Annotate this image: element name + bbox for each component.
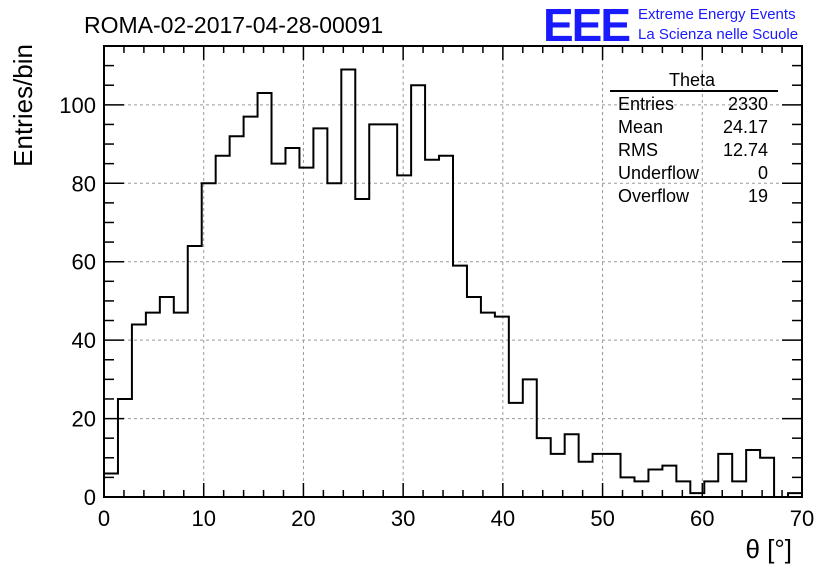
histogram-bin (174, 313, 188, 497)
eee-logo: EEE Extreme Energy Events La Scienza nel… (543, 0, 798, 51)
plot-frame (103, 45, 803, 498)
histogram-bin (118, 399, 132, 497)
histogram-bin (439, 156, 453, 497)
x-axis-title: θ [°] (745, 534, 792, 564)
histogram-bin (132, 324, 146, 497)
histogram-bin (244, 117, 258, 497)
y-axis-title: Entries/bin (8, 44, 38, 167)
stats-rms-value: 12.74 (723, 140, 768, 160)
histogram-bin (579, 462, 593, 497)
eee-logo-line1: Extreme Energy Events (638, 6, 796, 23)
histogram-bin (621, 477, 635, 497)
histogram-bin (202, 183, 216, 497)
y-tick-label: 40 (72, 328, 96, 353)
stats-entries-value: 2330 (728, 94, 768, 114)
histogram-bin (467, 297, 481, 497)
histogram-bin (146, 313, 160, 497)
eee-logo-mark: EEE (543, 0, 629, 51)
stats-overflow-value: 19 (748, 186, 768, 206)
histogram-bin (272, 164, 286, 497)
y-tick-label: 60 (72, 250, 96, 275)
histogram-bin (258, 93, 272, 497)
histogram-bin (551, 454, 565, 497)
histogram-bin (746, 450, 760, 497)
histogram-bin (216, 156, 230, 497)
histogram-bin (509, 403, 523, 497)
stats-entries-label: Entries (618, 94, 674, 114)
histogram-bin (313, 128, 327, 497)
stats-underflow-label: Underflow (618, 163, 700, 183)
y-tick-label: 0 (84, 485, 96, 510)
histogram-bin (160, 297, 174, 497)
y-tick-label: 100 (59, 93, 96, 118)
histogram-bin (299, 168, 313, 497)
stats-title: Theta (669, 70, 716, 90)
x-tick-label: 40 (491, 506, 515, 531)
histogram-bins (104, 70, 802, 497)
x-tick-label: 50 (590, 506, 614, 531)
histogram-bin (607, 454, 621, 497)
histogram-step-line (103, 68, 803, 498)
histogram-bin (285, 148, 299, 497)
histogram-bin (523, 379, 537, 497)
x-tick-label: 20 (291, 506, 315, 531)
histogram-bin (230, 136, 244, 497)
stats-mean-value: 24.17 (723, 117, 768, 137)
histogram-bin (327, 183, 341, 497)
histogram-bin (411, 85, 425, 497)
stats-overflow-label: Overflow (618, 186, 690, 206)
stats-underflow-value: 0 (758, 163, 768, 183)
histogram-bin (397, 175, 411, 497)
histogram-bin (634, 481, 648, 497)
x-tick-label: 60 (690, 506, 714, 531)
histogram-bin (718, 454, 732, 497)
y-tick-label: 20 (72, 407, 96, 432)
histogram-bin (355, 199, 369, 497)
histogram-bin (676, 481, 690, 497)
histogram-bin (648, 470, 662, 497)
histogram-bin (593, 454, 607, 497)
histogram-bin (188, 246, 202, 497)
tick-labels: 0 10 20 30 40 50 60 70 0 20 40 60 80 100 (59, 93, 814, 531)
y-tick-label: 80 (72, 171, 96, 196)
x-tick-label: 10 (191, 506, 215, 531)
histogram-bin (662, 466, 676, 497)
histogram-bin (383, 124, 397, 497)
x-tick-label: 0 (98, 506, 110, 531)
histogram-bin (565, 434, 579, 497)
stats-rms-label: RMS (618, 140, 658, 160)
stats-mean-label: Mean (618, 117, 663, 137)
histogram-bin (104, 473, 118, 497)
eee-logo-line2: La Scienza nelle Scuole (638, 26, 798, 43)
chart-title: ROMA-02-2017-04-28-00091 (84, 12, 383, 38)
histogram-bin (732, 481, 746, 497)
histogram-bin (453, 266, 467, 497)
histogram-bin (425, 160, 439, 497)
histogram-bin (341, 70, 355, 497)
histogram-bin (760, 458, 774, 497)
histogram-bin (495, 317, 509, 497)
histogram-bin (704, 481, 718, 497)
x-tick-label: 70 (790, 506, 814, 531)
histogram-bin (481, 313, 495, 497)
histogram-bin (369, 124, 383, 497)
x-tick-label: 30 (391, 506, 415, 531)
stats-box: Theta Entries 2330 Mean 24.17 RMS 12.74 … (610, 70, 778, 206)
histogram-bin (537, 438, 551, 497)
